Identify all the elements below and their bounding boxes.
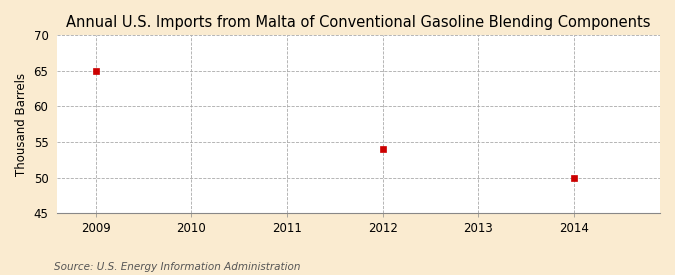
Title: Annual U.S. Imports from Malta of Conventional Gasoline Blending Components: Annual U.S. Imports from Malta of Conven… — [66, 15, 651, 30]
Y-axis label: Thousand Barrels: Thousand Barrels — [15, 73, 28, 176]
Text: Source: U.S. Energy Information Administration: Source: U.S. Energy Information Administ… — [54, 262, 300, 272]
